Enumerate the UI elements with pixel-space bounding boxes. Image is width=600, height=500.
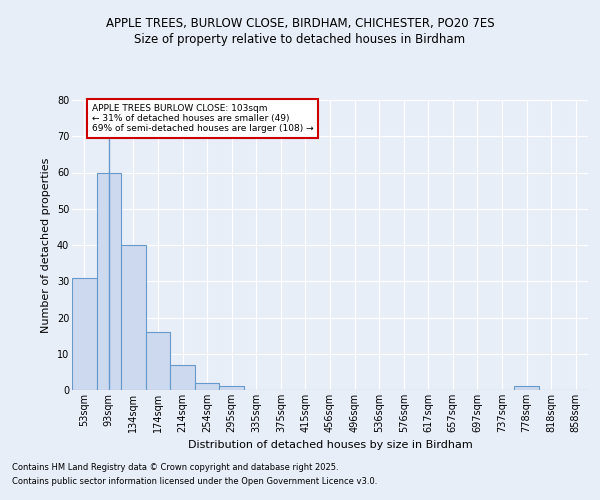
Bar — [195, 383, 220, 390]
Text: APPLE TREES BURLOW CLOSE: 103sqm
← 31% of detached houses are smaller (49)
69% o: APPLE TREES BURLOW CLOSE: 103sqm ← 31% o… — [92, 104, 313, 134]
Bar — [146, 332, 170, 390]
Bar — [72, 278, 97, 390]
X-axis label: Distribution of detached houses by size in Birdham: Distribution of detached houses by size … — [188, 440, 472, 450]
Bar — [170, 364, 195, 390]
Bar — [220, 386, 244, 390]
Y-axis label: Number of detached properties: Number of detached properties — [41, 158, 51, 332]
Bar — [514, 386, 539, 390]
Bar — [121, 245, 146, 390]
Text: Contains HM Land Registry data © Crown copyright and database right 2025.: Contains HM Land Registry data © Crown c… — [12, 464, 338, 472]
Text: Contains public sector information licensed under the Open Government Licence v3: Contains public sector information licen… — [12, 477, 377, 486]
Text: Size of property relative to detached houses in Birdham: Size of property relative to detached ho… — [134, 32, 466, 46]
Text: APPLE TREES, BURLOW CLOSE, BIRDHAM, CHICHESTER, PO20 7ES: APPLE TREES, BURLOW CLOSE, BIRDHAM, CHIC… — [106, 18, 494, 30]
Bar — [97, 172, 121, 390]
